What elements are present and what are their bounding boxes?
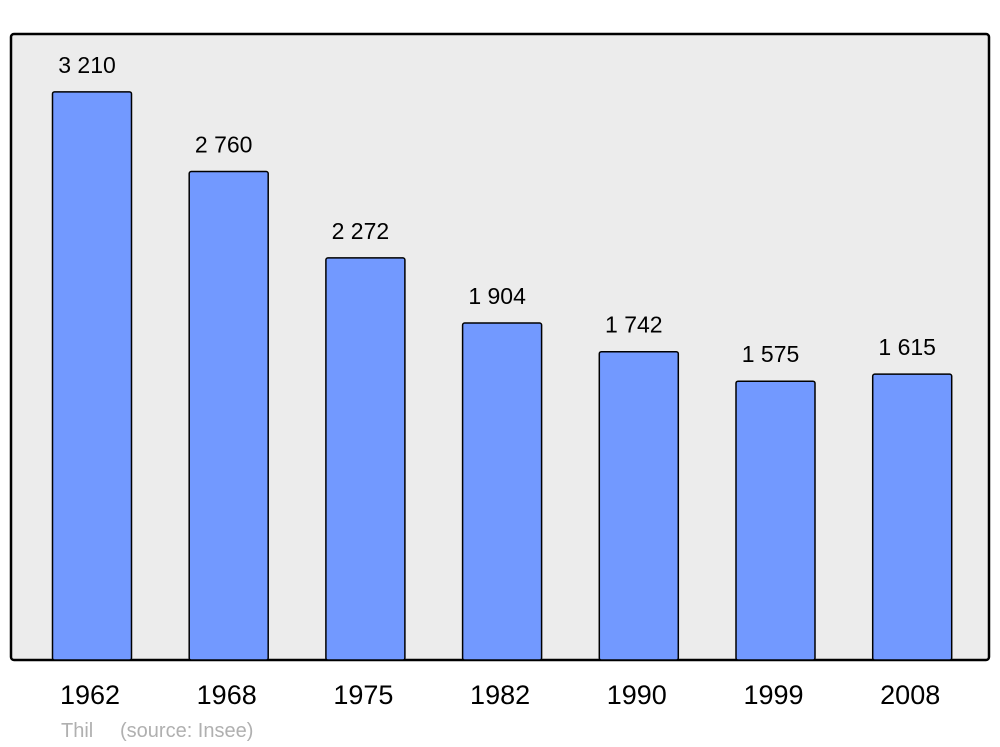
bar-1990 [598,350,680,661]
x-tick-label: 2008 [880,680,940,710]
x-tick-label: 1962 [60,680,120,710]
x-tick-label: 1990 [607,680,667,710]
x-tick-label: 1982 [470,680,530,710]
bar-1962 [51,91,133,661]
value-label: 1 742 [605,312,663,338]
x-tick-label: 1975 [333,680,393,710]
value-label: 2 760 [195,132,253,158]
bar-1975 [325,257,406,661]
footer-place: Thil [61,720,93,742]
footer-source: (source: Insee) [120,720,253,742]
x-tick-label: 1968 [197,680,257,710]
bar-1999 [735,380,816,661]
value-label: 3 210 [58,52,116,78]
value-label: 2 272 [332,218,390,244]
bar-1982 [461,322,543,661]
value-label: 1 615 [878,334,936,360]
value-label: 1 904 [468,283,526,309]
bar-1968 [188,170,269,661]
x-tick-label: 1999 [743,680,803,710]
value-label: 1 575 [742,341,800,367]
bar-2008 [871,373,953,661]
